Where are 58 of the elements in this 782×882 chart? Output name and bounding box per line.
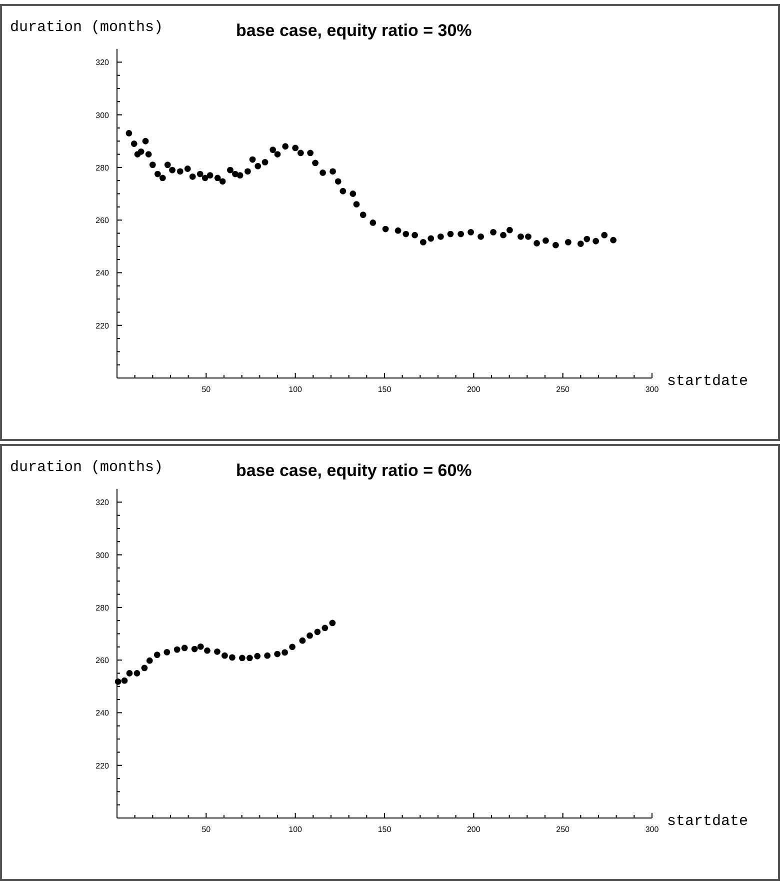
x-axis-title: startdate	[667, 373, 748, 390]
x-tick-label: 50	[202, 825, 212, 834]
point	[146, 657, 153, 664]
point	[322, 624, 328, 632]
x-tick-label: 150	[378, 385, 392, 394]
point	[222, 652, 228, 659]
point	[229, 654, 236, 661]
point	[126, 670, 133, 676]
point	[289, 644, 296, 650]
y-tick-label: 280	[96, 603, 110, 612]
x-axis-title: startdate	[667, 813, 748, 830]
point	[264, 652, 271, 659]
y-tick-label: 280	[96, 163, 110, 172]
point	[174, 646, 180, 653]
point	[154, 652, 160, 658]
point	[141, 664, 148, 672]
x-tick-label: 150	[378, 825, 392, 834]
y-tick-label: 240	[96, 708, 110, 718]
point	[121, 677, 128, 684]
x-tick-label: 50	[202, 385, 212, 394]
y-axis-title: duration (months)	[10, 459, 164, 476]
x-tick-label: 100	[288, 825, 303, 834]
y-tick-label: 220	[96, 761, 110, 770]
x-tick-label: 250	[556, 825, 570, 834]
chart-title: base case, equity ratio = 30%	[236, 21, 472, 40]
x-tick-label: 300	[645, 385, 660, 394]
point	[282, 649, 288, 656]
point	[181, 644, 188, 652]
point	[214, 648, 220, 655]
point	[306, 632, 313, 639]
x-tick-label: 100	[288, 385, 303, 394]
point	[314, 628, 321, 636]
point	[197, 643, 204, 650]
point	[114, 678, 122, 685]
point	[204, 647, 210, 654]
point	[191, 646, 198, 652]
y-axis-title: duration (months)	[10, 19, 164, 36]
point	[246, 654, 253, 662]
y-tick-label: 320	[96, 498, 110, 508]
point	[299, 637, 306, 644]
y-tick-label: 300	[96, 110, 110, 120]
point	[238, 654, 246, 662]
point	[164, 648, 170, 656]
y-tick-label: 260	[96, 216, 110, 226]
point	[274, 650, 281, 658]
point	[254, 652, 261, 660]
y-tick-label: 320	[96, 58, 110, 68]
x-tick-label: 250	[556, 385, 570, 394]
y-tick-label: 220	[96, 321, 110, 330]
x-tick-label: 300	[645, 825, 660, 834]
y-tick-label: 300	[96, 550, 110, 560]
x-tick-label: 200	[466, 385, 481, 394]
x-tick-label: 200	[466, 825, 481, 834]
chart-title: base case, equity ratio = 60%	[236, 461, 472, 480]
y-tick-label: 260	[96, 656, 110, 666]
point	[134, 670, 140, 676]
point	[329, 620, 336, 626]
y-tick-label: 240	[96, 268, 110, 278]
